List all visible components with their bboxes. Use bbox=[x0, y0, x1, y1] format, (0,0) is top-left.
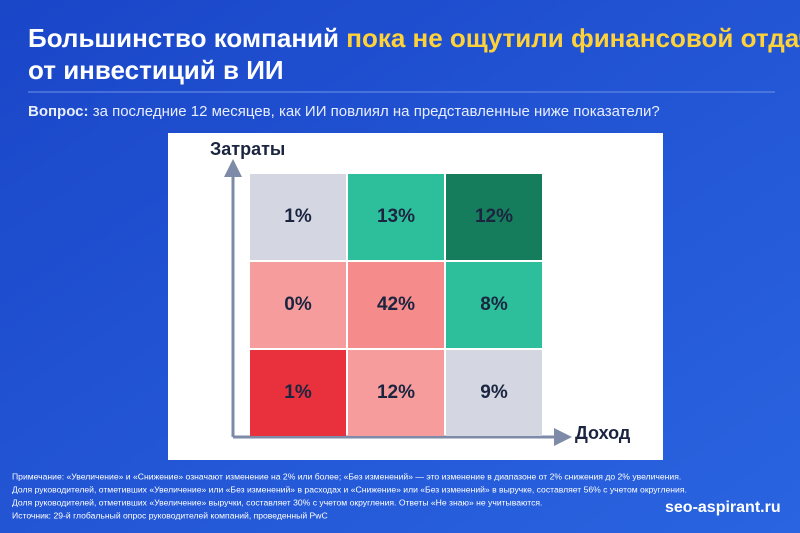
cell-label: 42% bbox=[377, 294, 415, 315]
note: Примечание: «Увеличение» и «Снижение» оз… bbox=[12, 471, 681, 481]
cell-label: 1% bbox=[284, 382, 312, 403]
notes: Примечание: «Увеличение» и «Снижение» оз… bbox=[12, 471, 687, 520]
cell bbox=[348, 262, 444, 348]
title-line2: от инвестиций в ИИ bbox=[28, 55, 284, 85]
note: Доля руководителей, отметивших «Увеличен… bbox=[12, 497, 542, 507]
subtitle: Вопрос: за последние 12 месяцев, как ИИ … bbox=[28, 103, 660, 120]
note: Доля руководителей, отметивших «Увеличен… bbox=[12, 484, 687, 494]
y-axis-label: Затраты bbox=[210, 139, 285, 159]
cell bbox=[348, 350, 444, 436]
cell bbox=[446, 350, 542, 436]
cell-label: 12% bbox=[377, 382, 415, 403]
cell-label: 12% bbox=[475, 206, 513, 227]
x-axis-label: Доход bbox=[575, 423, 631, 443]
cell-label: 0% bbox=[284, 294, 312, 315]
cell-label: 13% bbox=[377, 206, 415, 227]
cell bbox=[250, 174, 346, 260]
cell-label: 1% bbox=[284, 206, 312, 227]
cell-label: 9% bbox=[480, 382, 508, 403]
note: Источник: 29-й глобальный опрос руководи… bbox=[12, 510, 328, 520]
cell bbox=[446, 262, 542, 348]
cell bbox=[348, 174, 444, 260]
cell bbox=[250, 350, 346, 436]
cell bbox=[446, 174, 542, 260]
title: Большинство компаний пока не ощутили фин… bbox=[28, 23, 800, 53]
watermark: seo-aspirant.ru bbox=[665, 499, 781, 516]
cell-label: 8% bbox=[480, 294, 508, 315]
cell bbox=[250, 262, 346, 348]
